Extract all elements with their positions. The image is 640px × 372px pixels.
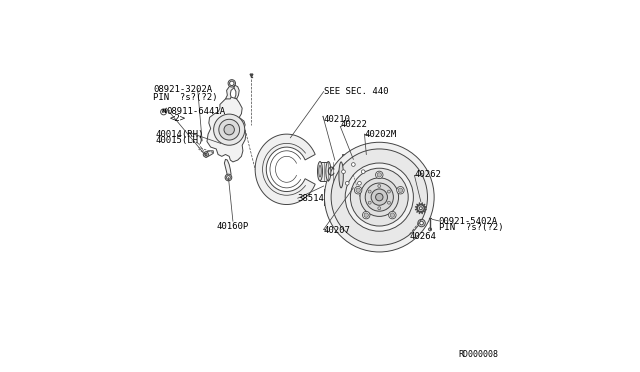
Polygon shape bbox=[415, 206, 418, 208]
Circle shape bbox=[419, 207, 422, 210]
Ellipse shape bbox=[317, 161, 323, 181]
Circle shape bbox=[398, 188, 403, 192]
Polygon shape bbox=[225, 84, 235, 99]
Circle shape bbox=[378, 185, 381, 187]
Polygon shape bbox=[415, 208, 418, 210]
Polygon shape bbox=[422, 204, 425, 206]
Polygon shape bbox=[424, 208, 426, 210]
Text: 40207: 40207 bbox=[324, 226, 351, 235]
Circle shape bbox=[365, 183, 394, 211]
Circle shape bbox=[161, 109, 166, 115]
Circle shape bbox=[230, 81, 234, 86]
Polygon shape bbox=[225, 159, 231, 177]
Polygon shape bbox=[342, 154, 374, 171]
Text: 40014(RH): 40014(RH) bbox=[155, 129, 204, 139]
Text: 08911-6441A: 08911-6441A bbox=[166, 108, 225, 116]
Circle shape bbox=[358, 182, 362, 185]
Polygon shape bbox=[419, 202, 421, 205]
Circle shape bbox=[368, 190, 371, 193]
Text: 40264: 40264 bbox=[410, 231, 436, 241]
Circle shape bbox=[390, 213, 395, 217]
Text: 40015(LH): 40015(LH) bbox=[155, 136, 204, 145]
Circle shape bbox=[342, 170, 346, 173]
Circle shape bbox=[348, 169, 359, 180]
Circle shape bbox=[345, 163, 413, 231]
Text: 40202M: 40202M bbox=[364, 129, 397, 139]
Ellipse shape bbox=[326, 161, 331, 181]
Circle shape bbox=[368, 201, 371, 204]
Circle shape bbox=[420, 221, 424, 225]
Polygon shape bbox=[204, 151, 213, 157]
Circle shape bbox=[343, 164, 364, 185]
Polygon shape bbox=[421, 202, 422, 205]
Circle shape bbox=[387, 201, 390, 204]
Text: 40262: 40262 bbox=[415, 170, 442, 179]
Circle shape bbox=[418, 219, 425, 227]
Text: 40210: 40210 bbox=[324, 115, 351, 124]
Circle shape bbox=[417, 205, 424, 212]
Circle shape bbox=[219, 119, 239, 140]
Text: PIN  ?s?(?2): PIN ?s?(?2) bbox=[153, 93, 218, 102]
Circle shape bbox=[377, 173, 381, 177]
Polygon shape bbox=[234, 85, 239, 99]
Text: 40160P: 40160P bbox=[217, 222, 249, 231]
Circle shape bbox=[397, 186, 404, 194]
Circle shape bbox=[338, 159, 369, 190]
Polygon shape bbox=[341, 162, 353, 188]
Circle shape bbox=[387, 190, 390, 193]
Circle shape bbox=[362, 170, 365, 173]
Circle shape bbox=[376, 171, 383, 179]
Polygon shape bbox=[422, 210, 425, 212]
Circle shape bbox=[228, 80, 236, 87]
Text: PIN  ?s?(?2): PIN ?s?(?2) bbox=[438, 223, 503, 232]
Polygon shape bbox=[417, 204, 419, 206]
Text: <2>: <2> bbox=[170, 114, 186, 123]
Circle shape bbox=[331, 149, 428, 245]
Circle shape bbox=[204, 152, 209, 157]
Circle shape bbox=[225, 174, 232, 181]
Polygon shape bbox=[320, 161, 328, 181]
Circle shape bbox=[227, 176, 230, 179]
Circle shape bbox=[378, 207, 381, 210]
Text: RD000008: RD000008 bbox=[458, 350, 498, 359]
Circle shape bbox=[364, 213, 369, 217]
Ellipse shape bbox=[339, 162, 343, 188]
Circle shape bbox=[205, 153, 207, 155]
Circle shape bbox=[360, 178, 399, 217]
Circle shape bbox=[224, 125, 234, 135]
Polygon shape bbox=[419, 211, 421, 214]
Circle shape bbox=[356, 188, 360, 192]
Polygon shape bbox=[421, 211, 422, 214]
Polygon shape bbox=[424, 206, 426, 208]
Text: 00921-5402A: 00921-5402A bbox=[438, 217, 498, 226]
Circle shape bbox=[388, 211, 396, 219]
Circle shape bbox=[376, 193, 383, 201]
Polygon shape bbox=[417, 210, 419, 212]
Circle shape bbox=[371, 189, 387, 205]
Circle shape bbox=[351, 172, 356, 177]
Polygon shape bbox=[255, 134, 315, 205]
Circle shape bbox=[351, 163, 355, 166]
Circle shape bbox=[324, 142, 434, 252]
Circle shape bbox=[362, 211, 370, 219]
Ellipse shape bbox=[319, 166, 321, 177]
Circle shape bbox=[350, 168, 408, 226]
Text: 38514: 38514 bbox=[298, 195, 324, 203]
Circle shape bbox=[355, 186, 362, 194]
Text: N: N bbox=[161, 109, 166, 114]
Circle shape bbox=[346, 182, 349, 185]
Circle shape bbox=[214, 114, 244, 145]
Text: 40222: 40222 bbox=[340, 121, 367, 129]
Text: 08921-3202A: 08921-3202A bbox=[153, 85, 212, 94]
Polygon shape bbox=[207, 97, 246, 162]
Text: SEE SEC. 440: SEE SEC. 440 bbox=[324, 87, 388, 96]
